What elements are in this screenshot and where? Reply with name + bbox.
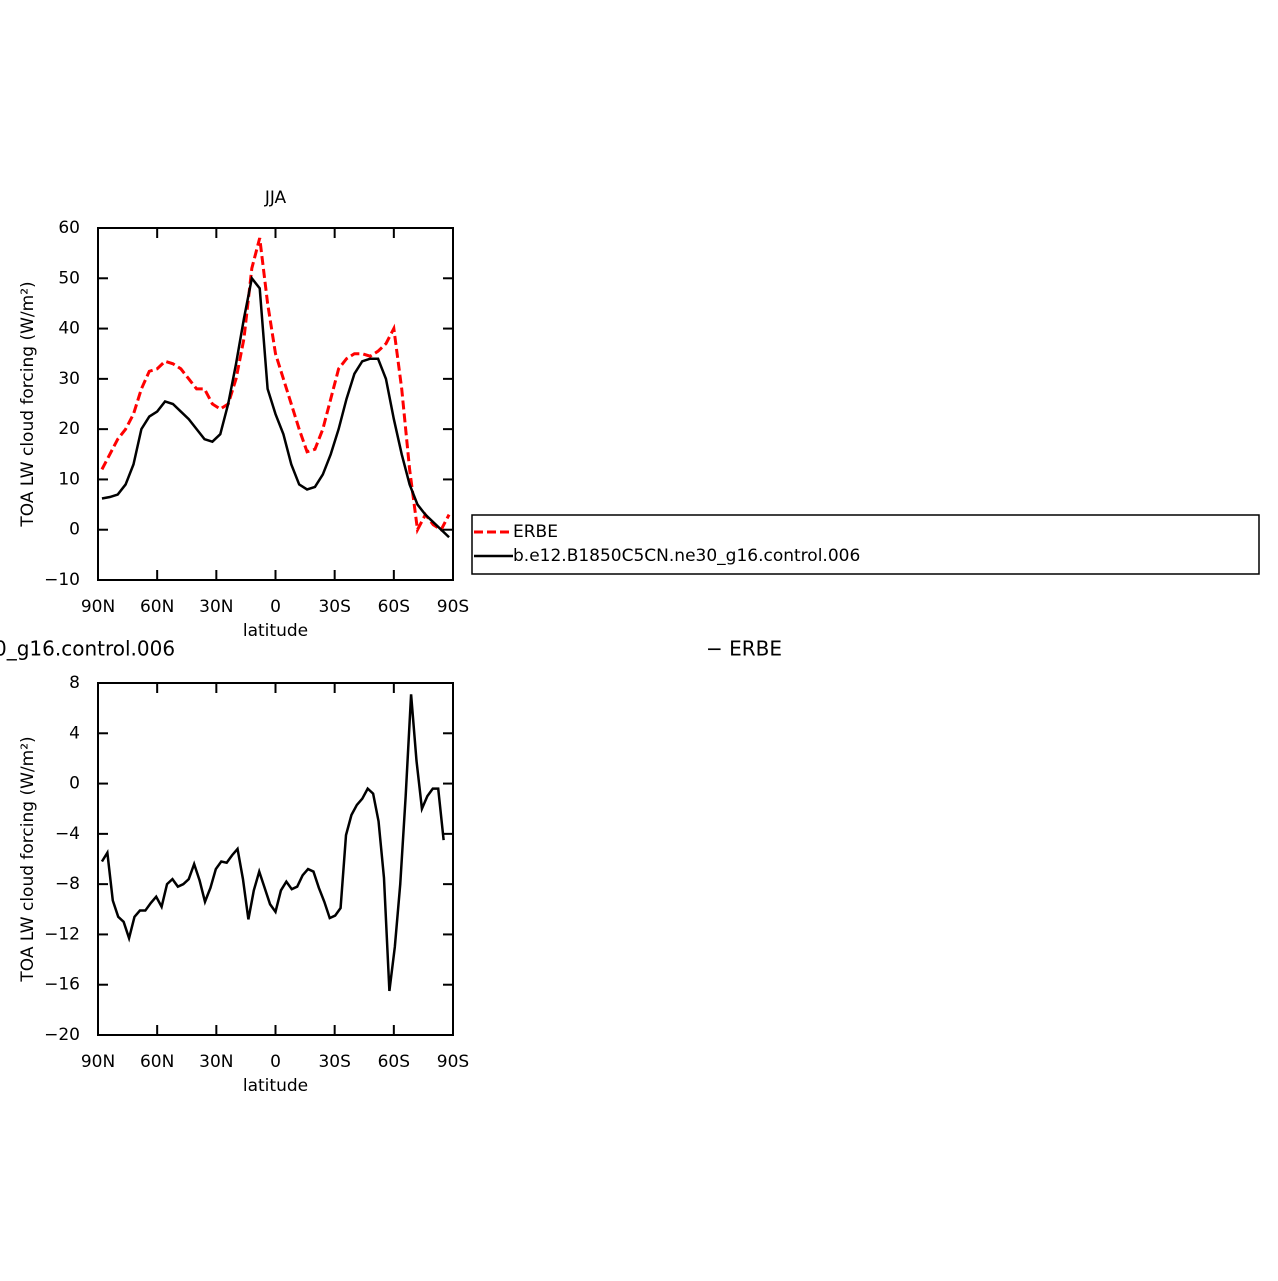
y-tick-label: −16 xyxy=(44,975,80,995)
y-tick-label: 0 xyxy=(69,774,80,794)
chart-title: 0_g16.control.006 xyxy=(0,637,175,661)
x-tick-label: 30S xyxy=(318,1052,350,1072)
legend-frame xyxy=(471,514,1260,575)
y-axis-label: TOA LW cloud forcing (W/m²) xyxy=(18,736,38,982)
y-tick-label: −8 xyxy=(55,874,80,894)
y-tick-label: 60 xyxy=(58,218,80,238)
x-axis-label: latitude xyxy=(243,621,308,641)
y-tick-label: −20 xyxy=(44,1025,80,1045)
y-axis-label: TOA LW cloud forcing (W/m²) xyxy=(18,281,38,527)
y-tick-label: 4 xyxy=(69,723,80,743)
x-tick-label: 30N xyxy=(199,1052,233,1072)
x-tick-label: 60N xyxy=(140,597,174,617)
x-tick-label: 90S xyxy=(437,1052,469,1072)
y-tick-label: 10 xyxy=(58,469,80,489)
x-tick-label: 0 xyxy=(270,597,281,617)
x-tick-label: 60S xyxy=(378,1052,410,1072)
y-tick-label: 30 xyxy=(58,369,80,389)
x-tick-label: 0 xyxy=(270,1052,281,1072)
y-tick-label: 50 xyxy=(58,268,80,288)
series-line xyxy=(101,275,450,539)
x-tick-label: 60S xyxy=(378,597,410,617)
x-tick-label: 90S xyxy=(437,597,469,617)
y-tick-label: 20 xyxy=(58,419,80,439)
legend-label: b.e12.B1850C5CN.ne30_g16.control.006 xyxy=(513,546,860,566)
y-tick-label: −4 xyxy=(55,824,80,844)
chart-title: JJA xyxy=(264,188,287,208)
y-tick-label: 0 xyxy=(69,520,80,540)
x-tick-label: 30S xyxy=(318,597,350,617)
y-tick-label: 40 xyxy=(58,319,80,339)
y-tick-label: −10 xyxy=(44,570,80,590)
y-tick-label: −12 xyxy=(44,924,80,944)
chart-subtitle: − ERBE xyxy=(706,637,782,661)
x-tick-label: 90N xyxy=(81,597,115,617)
x-axis-label: latitude xyxy=(243,1076,308,1096)
x-tick-label: 60N xyxy=(140,1052,174,1072)
x-tick-label: 90N xyxy=(81,1052,115,1072)
series-line xyxy=(100,237,451,535)
x-tick-label: 30N xyxy=(199,597,233,617)
plot-frame xyxy=(97,227,454,581)
series-line xyxy=(100,694,445,992)
legend: ERBE b.e12.B1850C5CN.ne30_g16.control.006 xyxy=(471,514,1260,575)
plot-frame xyxy=(97,682,454,1036)
y-tick-label: 8 xyxy=(69,673,80,693)
legend-label: ERBE xyxy=(513,522,558,542)
